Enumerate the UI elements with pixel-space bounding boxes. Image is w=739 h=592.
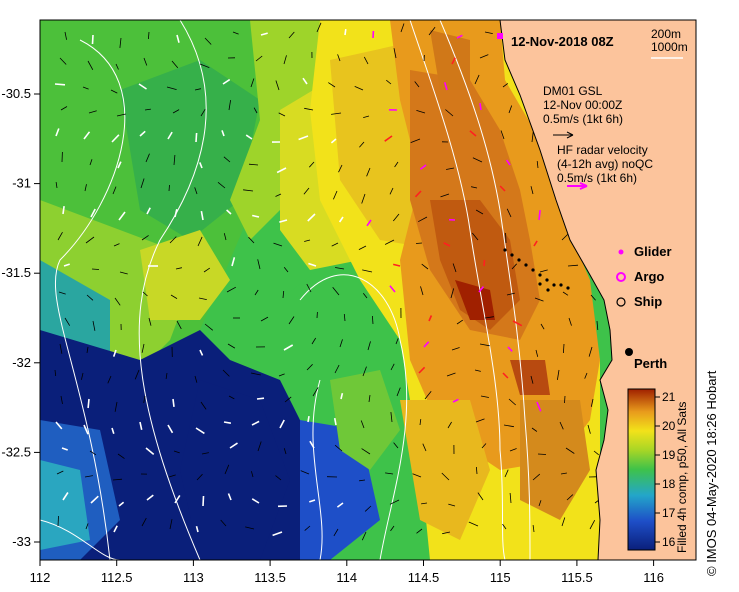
lon-tick-label: 112 xyxy=(30,570,51,585)
svg-text:Ship: Ship xyxy=(634,294,662,309)
lat-tick-label: -31.5 xyxy=(1,265,31,280)
svg-text:1000m: 1000m xyxy=(651,40,688,54)
depth-legend: 200m 1000m xyxy=(651,27,688,59)
bathymetry-contours xyxy=(40,20,531,560)
lon-tick-label: 114.5 xyxy=(408,570,440,585)
mooring-legend: DM01 GSL 12-Nov 00:00Z 0.5m/s (1kt 6h) xyxy=(543,84,623,139)
lat-tick-label: -32 xyxy=(12,355,31,370)
svg-text:0.5m/s (1kt 6h): 0.5m/s (1kt 6h) xyxy=(557,171,637,185)
lon-tick-label: 115.5 xyxy=(561,570,593,585)
lat-tick-label: -33 xyxy=(12,534,31,549)
svg-text:Glider: Glider xyxy=(634,244,672,259)
ship-icon xyxy=(616,297,626,307)
plot-frame xyxy=(39,19,697,561)
colorbar: 21 20 19 18 17 16 Filled 4h comp, p50, All Sa… xyxy=(627,388,689,553)
lon-tick-label: 112.5 xyxy=(101,570,133,585)
longitude-axis: 112 112.5 113 113.5 114 114.5 115 115.5 116 xyxy=(30,560,664,585)
lat-tick-label: -32.5 xyxy=(1,444,31,459)
glider-icon xyxy=(497,33,503,39)
argo-icon xyxy=(616,272,626,282)
glider-icon xyxy=(618,249,624,255)
colorbar-tick-label: 19 xyxy=(662,448,676,462)
colorbar-tick-label: 17 xyxy=(662,506,676,520)
colorbar-tick-label: 21 xyxy=(662,390,676,404)
date-title: 12-Nov-2018 08Z xyxy=(511,34,614,49)
lat-tick-label: -30.5 xyxy=(1,86,31,101)
svg-text:200m: 200m xyxy=(651,27,681,41)
perth-marker: Perth xyxy=(625,348,667,371)
colorbar-tick-label: 20 xyxy=(662,419,676,433)
lon-tick-label: 113 xyxy=(183,570,204,585)
glider-track xyxy=(503,248,570,292)
latitude-axis: -30.5 -31 -31.5 -32 -32.5 -33 xyxy=(1,86,40,549)
svg-text:HF radar velocity: HF radar velocity xyxy=(557,143,648,157)
lon-tick-label: 113.5 xyxy=(254,570,286,585)
lon-tick-label: 116 xyxy=(643,570,664,585)
svg-text:DM01 GSL: DM01 GSL xyxy=(543,84,603,98)
velocity-arrows xyxy=(54,22,603,541)
svg-text:12-Nov 00:00Z: 12-Nov 00:00Z xyxy=(543,98,622,112)
colorbar-tick-label: 16 xyxy=(662,535,676,549)
colorbar-tick-label: 18 xyxy=(662,477,676,491)
svg-text:0.5m/s (1kt 6h): 0.5m/s (1kt 6h) xyxy=(543,112,623,126)
credit-text: © IMOS 04-May-2020 18:26 Hobart xyxy=(704,370,719,576)
svg-text:Argo: Argo xyxy=(634,269,664,284)
svg-text:(4-12h avg) noQC: (4-12h avg) noQC xyxy=(557,157,653,171)
lon-tick-label: 114 xyxy=(336,570,357,585)
lat-tick-label: -31 xyxy=(12,176,31,191)
hf-radar-legend: HF radar velocity (4-12h avg) noQC 0.5m/… xyxy=(557,143,653,190)
colorbar-title: Filled 4h comp, p50, All Sats xyxy=(675,402,689,553)
lon-tick-label: 115 xyxy=(490,570,511,585)
observation-legend: Glider Argo Ship xyxy=(616,244,672,309)
city-label: Perth xyxy=(634,356,667,371)
